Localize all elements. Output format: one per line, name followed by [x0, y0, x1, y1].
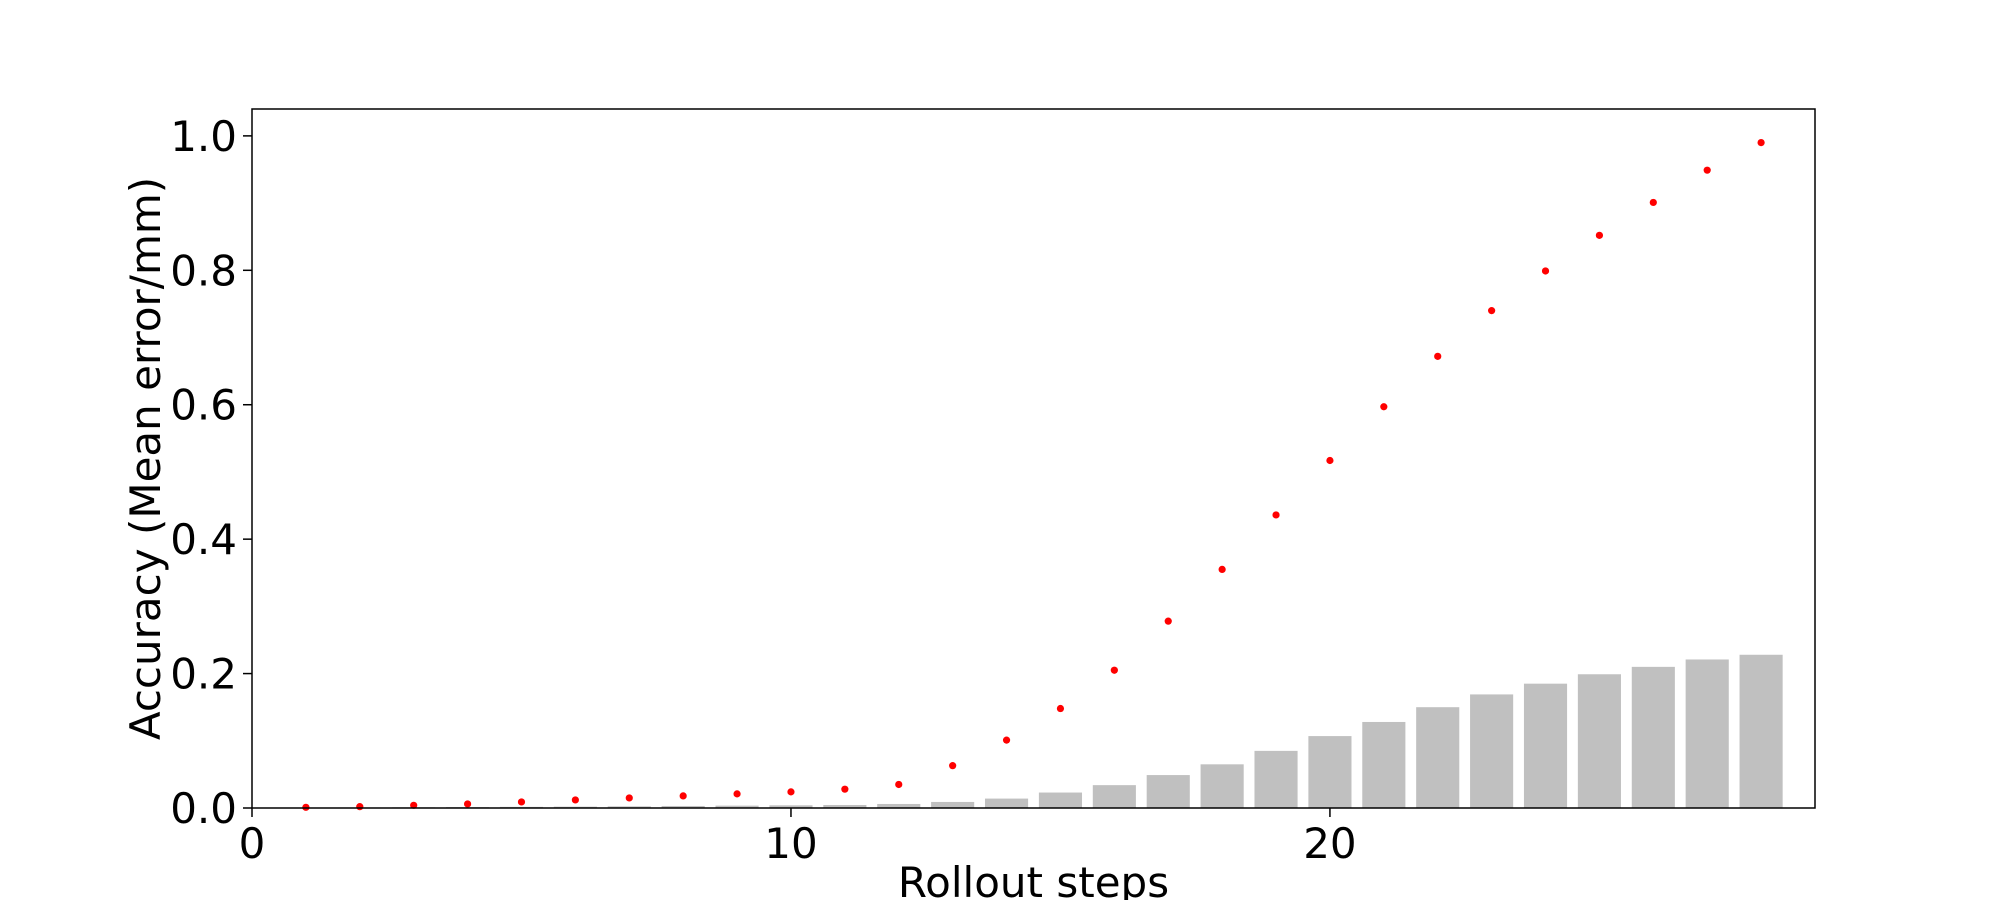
bar	[823, 804, 867, 808]
y-tick-label: 0.4	[170, 515, 237, 564]
y-tick-label: 0.6	[170, 381, 237, 430]
scatter-point	[356, 803, 364, 811]
plot-frame	[251, 108, 1816, 809]
bar	[1200, 764, 1244, 808]
scatter-point	[841, 785, 849, 793]
y-tick-label: 0.8	[170, 246, 237, 295]
y-tick-label: 0.0	[170, 784, 237, 833]
scatter-point	[733, 790, 741, 798]
bar	[1739, 654, 1783, 808]
bar	[1523, 683, 1568, 808]
bar	[769, 805, 813, 808]
scatter-point	[625, 794, 633, 802]
scatter-point	[1218, 565, 1226, 573]
bar	[1362, 721, 1406, 808]
scatter-point	[1757, 139, 1765, 147]
scatter-point	[1002, 736, 1011, 744]
bar	[661, 805, 705, 808]
scatter-point	[1380, 403, 1388, 411]
bar-series	[284, 654, 1783, 809]
scatter-point	[517, 798, 526, 806]
scatter-point	[1488, 307, 1496, 315]
scatter-point	[1434, 352, 1442, 360]
y-tick-label: 1.0	[170, 112, 237, 161]
y-axis: 0.0 0.2 0.4 0.6 0.8 1.0	[170, 112, 252, 833]
scatter-point	[787, 788, 795, 796]
scatter-point	[1272, 511, 1280, 519]
scatter-point	[1164, 617, 1172, 625]
x-tick-label: 0	[239, 819, 266, 868]
scatter-series	[302, 139, 1765, 811]
bar	[1470, 694, 1514, 808]
scatter-point	[679, 792, 687, 800]
scatter-point	[463, 800, 472, 808]
scatter-point	[410, 801, 418, 809]
x-tick-label: 10	[764, 819, 817, 868]
x-axis-title: Rollout steps	[898, 858, 1169, 900]
bar	[984, 798, 1029, 808]
scatter-point	[1110, 666, 1118, 674]
bar	[877, 803, 921, 808]
bar	[1685, 659, 1729, 808]
scatter-point	[571, 796, 579, 804]
bar	[1146, 775, 1190, 808]
scatter-point	[1056, 704, 1065, 713]
x-tick-label: 20	[1303, 819, 1356, 868]
scatter-point	[1649, 198, 1657, 207]
x-axis: 0 10 20	[239, 808, 1357, 868]
bar	[1308, 736, 1352, 808]
scatter-point	[1703, 166, 1711, 174]
scatter-point	[1326, 456, 1334, 465]
bar	[1416, 707, 1460, 808]
bar	[1254, 750, 1298, 808]
bar	[931, 801, 975, 808]
bar	[1038, 792, 1083, 808]
bar	[1631, 666, 1675, 808]
bar	[607, 806, 651, 808]
scatter-point	[1595, 231, 1604, 239]
y-axis-title: Accuracy (Mean error/mm)	[121, 177, 170, 740]
bar	[1577, 674, 1621, 808]
y-tick-label: 0.2	[170, 650, 237, 699]
bar	[715, 805, 759, 808]
scatter-point	[895, 780, 903, 789]
scatter-point	[949, 762, 957, 770]
bar	[1092, 785, 1136, 808]
scatter-point	[1541, 267, 1550, 275]
